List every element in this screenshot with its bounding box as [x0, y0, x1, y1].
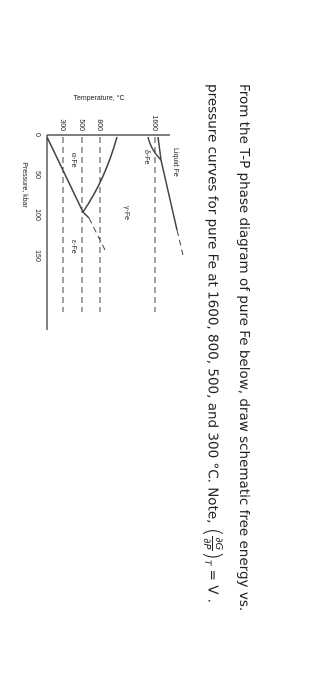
x-tick-label: 150	[34, 250, 41, 262]
x-axis-title: Pressure, kbar	[21, 162, 28, 208]
x-tick-label: 100	[34, 209, 41, 221]
phase-diagram: Temperature, °C 1600 800 500 300 0 50 10…	[21, 94, 184, 330]
phase-label: ε-Fe	[70, 240, 77, 254]
y-axis-title: Temperature, °C	[73, 94, 124, 102]
phase-label: γ-Fe	[123, 206, 130, 220]
page: From the T-P phase diagram of pure Fe be…	[21, 84, 252, 611]
gamma-alpha-boundary	[82, 136, 118, 213]
y-tick-label: 1600	[151, 115, 158, 131]
x-tick-label: 50	[34, 171, 41, 179]
y-tick-label: 500	[78, 119, 85, 131]
phase-label: α-Fe	[70, 153, 77, 168]
gamma-epsilon-extension	[88, 217, 106, 251]
alpha-epsilon-boundary	[46, 136, 84, 213]
x-tick-label: 0	[34, 133, 41, 137]
gamma-epsilon-boundary	[82, 211, 90, 219]
phase-label: δ-Fe	[143, 150, 150, 165]
delta-gamma-boundary	[147, 136, 162, 161]
y-tick-label: 300	[59, 119, 66, 131]
y-tick-label: 800	[96, 119, 103, 131]
rotated-content: From the T-P phase diagram of pure Fe be…	[21, 84, 252, 611]
liquid-boundary-extension	[176, 229, 184, 256]
phase-label: Liquid Fe	[172, 148, 179, 177]
